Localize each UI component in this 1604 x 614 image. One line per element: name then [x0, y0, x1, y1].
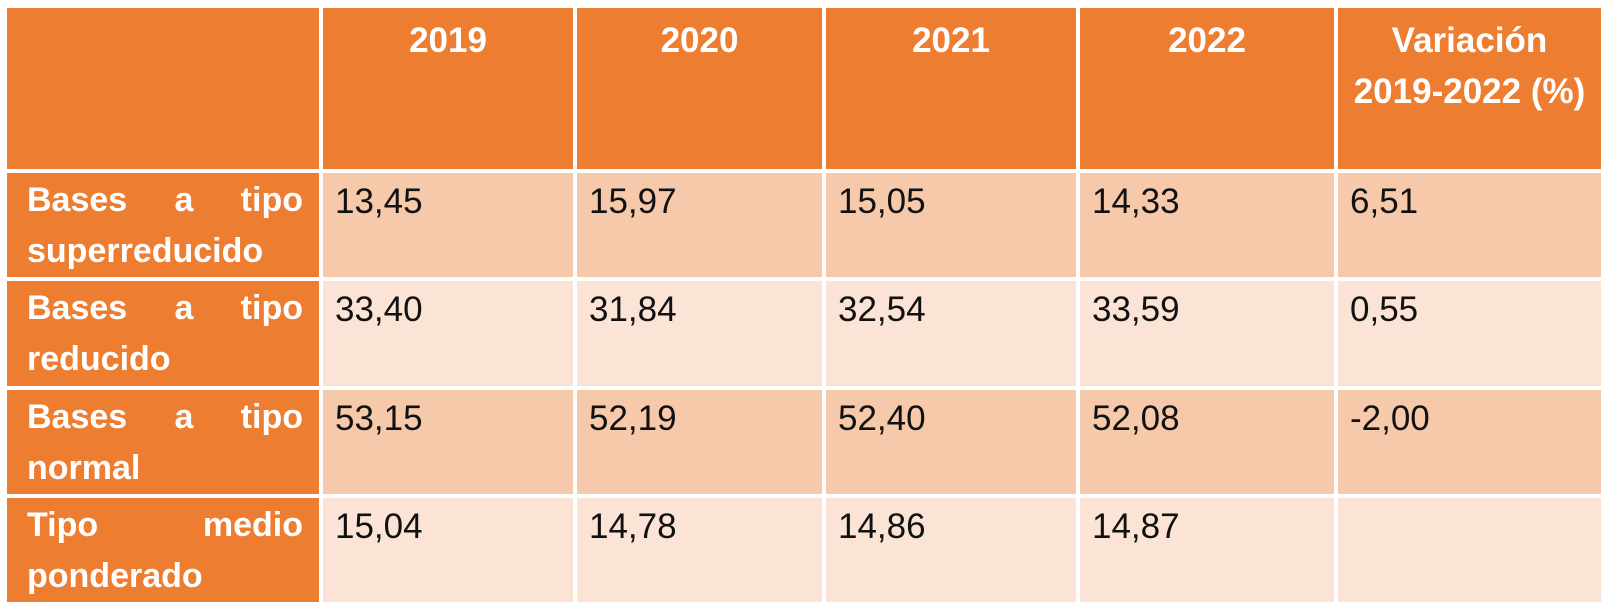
value-cell: -2,00 [1334, 386, 1604, 498]
table-row-normal: Bases a tipo normal 53,15 52,19 52,40 52… [3, 386, 1604, 498]
col-header-2020: 2020 [573, 4, 826, 173]
col-header-2021: 2021 [822, 4, 1080, 173]
row-label: Bases a tipo superreducido [3, 169, 323, 281]
value-cell: 52,08 [1076, 386, 1338, 498]
value-cell: 15,97 [573, 169, 826, 281]
value-cell: 14,86 [822, 494, 1080, 606]
value-cell [1334, 494, 1604, 606]
value-cell: 14,78 [573, 494, 826, 606]
table-row-superreducido: Bases a tipo superreducido 13,45 15,97 1… [3, 169, 1604, 281]
value-cell: 6,51 [1334, 169, 1604, 281]
value-cell: 13,45 [319, 169, 577, 281]
table-row-reducido: Bases a tipo reducido 33,40 31,84 32,54 … [3, 277, 1604, 390]
value-cell: 31,84 [573, 277, 826, 390]
value-cell: 52,19 [573, 386, 826, 498]
col-header-2019: 2019 [319, 4, 577, 173]
col-header-2022: 2022 [1076, 4, 1338, 173]
value-cell: 52,40 [822, 386, 1080, 498]
col-header-variacion: Variación 2019-2022 (%) [1334, 4, 1604, 173]
value-cell: 15,04 [319, 494, 577, 606]
value-cell: 32,54 [822, 277, 1080, 390]
value-cell: 14,33 [1076, 169, 1338, 281]
header-row: 2019 2020 2021 2022 Variación 2019-2022 … [3, 4, 1604, 173]
row-label: Tipo medio ponderado [3, 494, 323, 606]
value-cell: 0,55 [1334, 277, 1604, 390]
table-row-tipo-medio: Tipo medio ponderado 15,04 14,78 14,86 1… [3, 494, 1604, 606]
value-cell: 53,15 [319, 386, 577, 498]
value-cell: 33,40 [319, 277, 577, 390]
iva-bases-table: 2019 2020 2021 2022 Variación 2019-2022 … [3, 4, 1604, 606]
value-cell: 15,05 [822, 169, 1080, 281]
corner-cell [3, 4, 323, 173]
row-label: Bases a tipo normal [3, 386, 323, 498]
row-label: Bases a tipo reducido [3, 277, 323, 390]
value-cell: 14,87 [1076, 494, 1338, 606]
value-cell: 33,59 [1076, 277, 1338, 390]
